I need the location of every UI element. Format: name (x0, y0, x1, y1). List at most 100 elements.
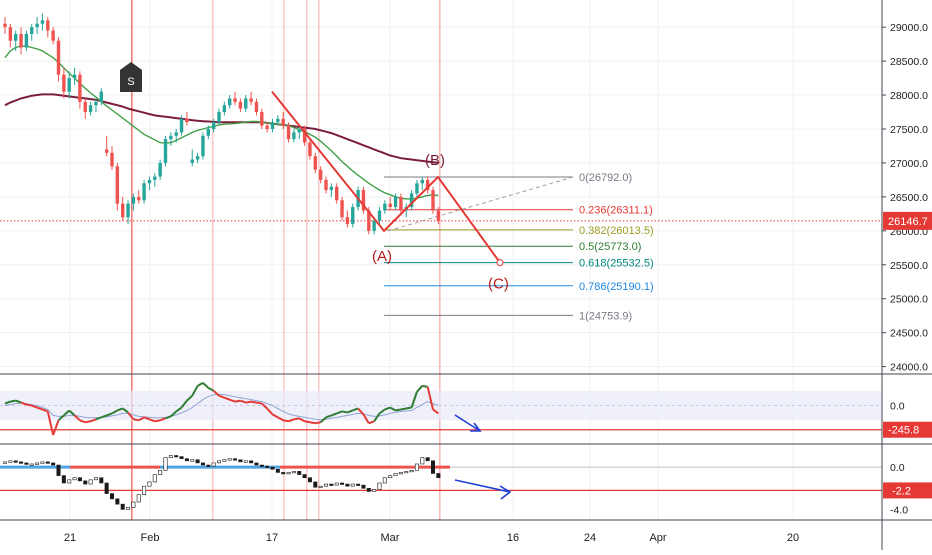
event-marker-band (131, 0, 133, 520)
candle-body (302, 128, 307, 143)
indicator2-bar (291, 471, 296, 474)
indicator1-segment (416, 385, 424, 393)
indicator2-bar (340, 482, 345, 485)
moving-average-long (4, 93, 439, 164)
indicator2-bar (393, 473, 398, 476)
indicator2-bar (302, 474, 307, 479)
indicator1-segment (288, 418, 295, 423)
candle-body (201, 135, 205, 157)
indicator2-bar (61, 475, 66, 484)
candle-body (297, 128, 301, 133)
indicator1-segment (293, 417, 300, 421)
indicator1-segment (111, 409, 118, 415)
indicator1-segment (218, 394, 225, 399)
candle-body (340, 200, 344, 218)
indicator2-bar (233, 458, 238, 461)
indicator1-segment (347, 409, 354, 414)
fib-level-label: 0.5(25773.0) (579, 241, 641, 253)
candle-body (78, 74, 82, 102)
indicator2-arrow (454, 479, 512, 500)
indicator2-bar (190, 459, 195, 462)
indicator2-bar (142, 485, 147, 495)
signal-marker-label: S (127, 76, 134, 88)
candle-body (228, 98, 232, 106)
indicator2-bar (211, 462, 216, 467)
indicator1-segment (432, 408, 439, 415)
indicator1-level-badge-text: -245.8 (888, 425, 919, 437)
candle-body (367, 210, 371, 231)
candle-body (14, 33, 18, 41)
indicator2-bar (281, 472, 286, 475)
candle-body (153, 176, 157, 180)
candle-body (126, 203, 130, 218)
price-axis-label: 26500.0 (890, 192, 928, 204)
indicator2-bar (436, 473, 441, 479)
indicator2-bar (56, 464, 61, 476)
indicator1-segment (336, 410, 343, 415)
candle-body (233, 98, 237, 102)
indicator2-bar (404, 471, 409, 474)
candle-body (163, 139, 168, 163)
indicator2-bar (366, 487, 371, 492)
indicator2-bar (24, 462, 29, 465)
indicator1-segment (426, 386, 434, 410)
indicator1-segment (202, 382, 209, 389)
indicator2-bar (372, 489, 377, 492)
indicator2-bar (356, 483, 361, 486)
indicator2-bar (388, 475, 393, 479)
candle-body (19, 33, 23, 48)
candle-body (329, 186, 334, 191)
indicator2-bar (286, 472, 291, 475)
indicator1-segment (133, 418, 139, 422)
fib-level-label: 0.382(26013.5) (579, 225, 654, 237)
indicator1-segment (384, 406, 391, 411)
indicator1-segment (368, 420, 375, 425)
indicator2-bar (115, 498, 120, 505)
indicator2-bar (104, 482, 109, 494)
indicator2-bar (430, 460, 435, 474)
candle-body (222, 105, 227, 113)
event-marker-band (318, 0, 320, 520)
candle-body (436, 210, 441, 221)
indicator2-bar (275, 468, 280, 473)
indicator1-segment (197, 382, 204, 387)
indicator1-segment (304, 420, 311, 424)
indicator1-segment (250, 400, 257, 404)
candle-body (190, 159, 194, 163)
indicator1-segment (127, 411, 135, 420)
indicator1-segment (138, 416, 145, 422)
candle-body (115, 166, 120, 204)
indicator2-bar (377, 482, 382, 490)
candle-body (174, 132, 178, 136)
indicator1-segment (229, 398, 236, 403)
indicator2-bar (2, 461, 8, 464)
candle-body (35, 23, 39, 28)
candle-body (158, 162, 162, 177)
candle-body (110, 152, 114, 167)
indicator2-bar (318, 485, 323, 488)
event-marker-band (439, 0, 441, 520)
indicator2-bar (270, 466, 275, 470)
indicator1-segment (352, 407, 359, 412)
indicator2-bar (361, 484, 366, 489)
candle-body (51, 30, 55, 41)
indicator2-bar (93, 477, 98, 481)
candle-body (345, 217, 350, 225)
indicator1-segment (325, 414, 332, 419)
indicator2-bar (382, 477, 387, 484)
indicator1-segment (240, 399, 247, 404)
wave-label-b: (B) (425, 152, 445, 169)
indicator1-segment (207, 386, 215, 392)
indicator1-segment (63, 409, 70, 417)
time-axis-label: 24 (584, 532, 596, 544)
indicator2-bar (8, 460, 13, 463)
fib-level-label: 1(24753.9) (579, 310, 632, 322)
indicator2-bar (259, 464, 264, 467)
candle-body (238, 101, 243, 109)
time-axis-label: Apr (649, 532, 666, 544)
indicator2-bar (51, 462, 56, 466)
candle-body (46, 20, 50, 31)
indicator2-bar (77, 477, 82, 482)
indicator1-segment (159, 417, 166, 422)
candle-body (179, 118, 184, 133)
